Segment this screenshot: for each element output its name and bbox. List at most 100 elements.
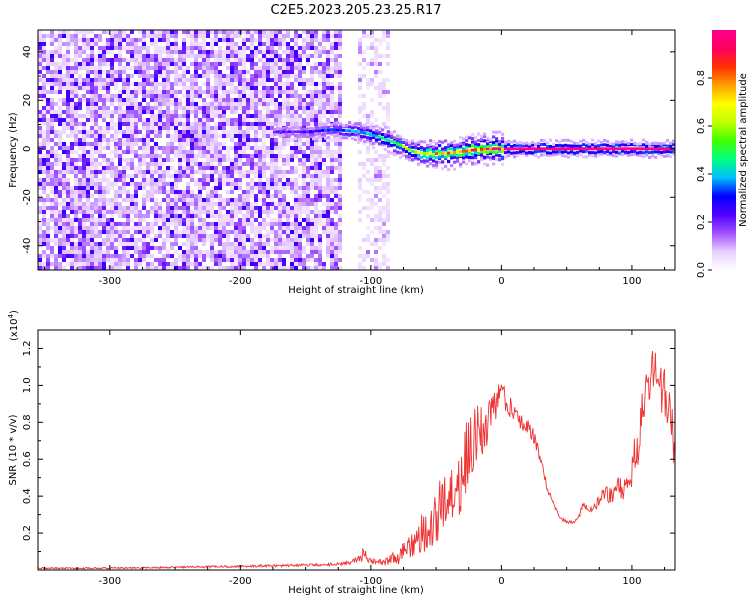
spectrogram-cell: [322, 222, 326, 226]
spectrogram-cell: [142, 38, 146, 42]
spectrogram-cell: [262, 102, 266, 106]
spectrogram-line-cell: [630, 147, 634, 151]
spectrogram-line-cell: [441, 155, 445, 158]
spectrogram-cell: [210, 70, 214, 74]
spectrogram-cell: [262, 50, 266, 54]
spectrogram-cell: [126, 130, 130, 134]
spectrogram-cell: [226, 42, 230, 46]
spectrogram-cell: [38, 130, 42, 134]
spectrogram-line-cell: [366, 136, 370, 140]
spectrogram-cell: [246, 234, 250, 238]
spectrogram-cell: [42, 202, 46, 206]
spectrogram-cell: [282, 230, 286, 234]
spectrogram-line-cell: [363, 126, 367, 130]
spectrogram-cell: [70, 210, 74, 214]
spectrogram-cell: [62, 166, 66, 170]
spectrogram-cell: [162, 90, 166, 94]
spectrogram-cell: [242, 66, 246, 70]
spectrogram-line-cell: [510, 145, 514, 148]
spectrogram-cell: [106, 186, 110, 190]
spectrogram-line-cell: [537, 147, 541, 151]
spectrogram-cell: [266, 122, 270, 126]
spectrogram-cell: [94, 186, 98, 190]
spectrogram-cell: [202, 30, 206, 34]
spectrogram-cell: [278, 86, 282, 90]
spectrogram-cell: [146, 198, 150, 202]
spectrogram-cell: [86, 206, 90, 210]
spectrogram-cell: [334, 58, 338, 62]
spectrogram-cell: [298, 98, 302, 102]
spectrogram-cell: [162, 266, 166, 270]
spectrogram-cell: [286, 90, 290, 94]
spectrogram-cell: [126, 158, 130, 162]
spectrogram-cell: [302, 170, 306, 174]
spectrogram-cell: [102, 178, 106, 182]
spectrogram-cell: [218, 234, 222, 238]
spectrogram-cell: [150, 178, 154, 182]
spectrogram-cell: [134, 42, 138, 46]
spectrogram-cell: [102, 138, 106, 142]
spectrogram-cell: [334, 266, 338, 270]
spectrogram-cell: [86, 190, 90, 194]
spectrogram-line-cell: [459, 164, 463, 168]
spectrogram-cell: [142, 94, 146, 98]
spectrogram-line-cell: [318, 121, 322, 124]
spectrogram-line-cell: [669, 144, 673, 148]
spectrogram-cell: [42, 94, 46, 98]
spectrogram-cell: [202, 146, 206, 150]
spectrogram-cell: [294, 42, 298, 46]
spectrogram-cell: [154, 98, 158, 102]
spectrogram-cell: [222, 142, 226, 146]
spectrogram-cell: [186, 122, 190, 126]
spectrogram-cell: [86, 110, 90, 114]
spectrogram-cell: [382, 170, 386, 174]
spectrogram-cell: [214, 70, 218, 74]
spectrogram-cell: [238, 226, 242, 230]
spectrogram-cell: [290, 266, 294, 270]
spectrogram-cell: [362, 254, 366, 258]
spectrogram-cell: [70, 122, 74, 126]
spectrogram-cell: [62, 206, 66, 210]
spectrogram-cell: [182, 138, 186, 142]
spectrogram-cell: [226, 198, 230, 202]
spectrogram-cell: [78, 82, 82, 86]
spectrogram-cell: [226, 90, 230, 94]
spectrogram-cell: [50, 70, 54, 74]
spectrogram-cell: [46, 54, 50, 58]
spectrogram-cell: [186, 110, 190, 114]
spectrogram-cell: [230, 138, 234, 142]
spectrogram-line-cell: [276, 130, 280, 134]
spectrogram-cell: [298, 186, 302, 190]
spectrogram-cell: [146, 226, 150, 230]
spectrogram-cell: [222, 30, 226, 34]
spectrogram-cell: [274, 82, 278, 86]
spectrogram-cell: [210, 266, 214, 270]
spectrogram-cell: [158, 130, 162, 134]
spectrogram-line-cell: [345, 124, 349, 127]
spectrogram-cell: [118, 150, 122, 154]
spectrogram-cell: [318, 90, 322, 94]
spectrogram-cell: [74, 118, 78, 122]
spectrogram-cell: [46, 242, 50, 246]
spectrogram-cell: [146, 178, 150, 182]
spectrogram-line-cell: [432, 155, 436, 159]
spectrogram-cell: [334, 62, 338, 66]
spectrogram-cell: [302, 50, 306, 54]
spectrogram-cell: [130, 130, 134, 134]
spectrogram-line-cell: [558, 152, 562, 156]
spectrogram-line-cell: [336, 125, 340, 129]
spectrogram-line-cell: [564, 154, 568, 158]
spectrogram-cell: [290, 214, 294, 218]
spectrogram-cell: [194, 170, 198, 174]
spectrogram-cell: [274, 262, 278, 266]
spectrogram-cell: [202, 54, 206, 58]
spectrogram-cell: [306, 218, 310, 222]
spectrogram-line-cell: [327, 136, 331, 139]
spectrogram-cell: [238, 130, 242, 134]
spectrogram-cell: [202, 254, 206, 258]
spectrogram-line-cell: [630, 150, 634, 153]
spectrogram-cell: [254, 122, 258, 126]
spectrogram-cell: [258, 98, 262, 102]
spectrogram-cell: [166, 202, 170, 206]
spectrogram-line-cell: [546, 153, 550, 157]
